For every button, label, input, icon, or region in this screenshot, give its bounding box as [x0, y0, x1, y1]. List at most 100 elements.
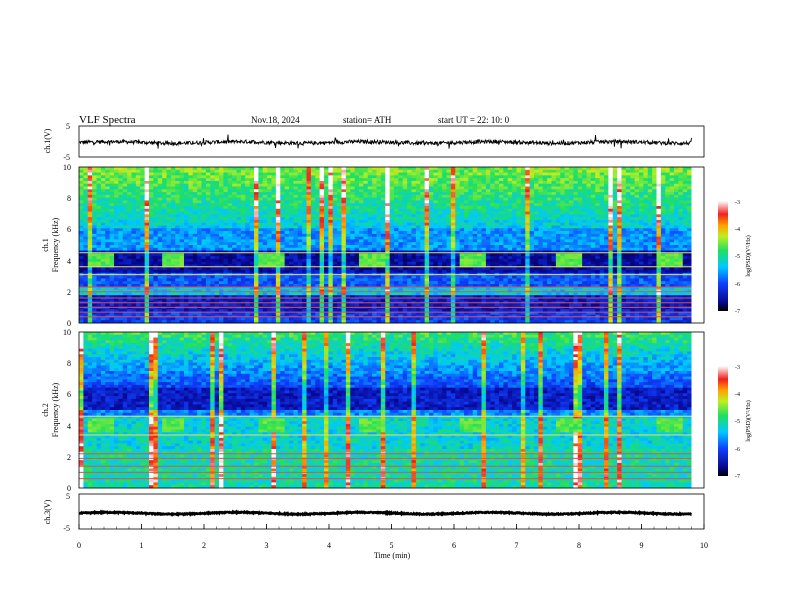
spectrogram-cell	[170, 250, 176, 254]
spectrogram-cell	[162, 228, 167, 232]
spectrogram-cell	[411, 208, 417, 212]
spectrogram-cell	[192, 261, 198, 265]
spectrogram-cell	[608, 180, 614, 185]
spectrogram-cell	[499, 178, 504, 182]
spectrogram-cell	[647, 228, 653, 232]
spectrogram-cell	[105, 180, 111, 185]
spectrogram-cell	[402, 192, 408, 196]
spectrogram-cell	[450, 180, 456, 185]
spectrogram-cell	[385, 253, 391, 257]
spectrogram-cell	[608, 189, 614, 193]
spectrogram-cell	[227, 211, 233, 215]
spectrogram-cell	[608, 250, 614, 254]
spectrogram-cell	[236, 180, 242, 185]
spectrogram-cell	[249, 236, 255, 240]
spectrogram-cell	[547, 169, 552, 173]
spectrogram-cell	[140, 228, 146, 232]
spectrogram-cell	[499, 214, 504, 218]
spectrogram-cell	[634, 175, 640, 179]
spectrogram-cell	[105, 245, 111, 249]
spectrogram-cell	[367, 194, 373, 199]
spectrogram-cell	[687, 228, 692, 232]
spectrogram-cell	[337, 206, 342, 210]
spectrogram-cell	[280, 228, 286, 232]
spectrogram-cell	[201, 192, 207, 196]
spectrogram-cell	[538, 250, 544, 254]
spectrogram-cell	[660, 225, 666, 229]
spectrogram-cell	[464, 239, 469, 243]
spectrogram-cell	[284, 169, 290, 173]
spectrogram-cell	[551, 197, 557, 201]
spectrogram-cell	[499, 247, 504, 251]
spectrogram-cell	[258, 258, 264, 263]
spectrogram-cell	[205, 175, 211, 179]
spectrogram-cell	[477, 178, 482, 182]
spectrogram-cell	[324, 219, 329, 224]
spectrogram-cell	[363, 206, 369, 210]
spectrogram-cell	[210, 208, 216, 212]
spectrogram-cell	[639, 233, 644, 238]
spectrogram-cell	[254, 208, 259, 212]
spectrogram-cell	[219, 231, 224, 235]
spectrogram-cell	[630, 183, 636, 187]
spectrogram-cell	[315, 183, 321, 187]
spectrogram-cell	[170, 264, 176, 268]
spectrogram-cell	[573, 231, 579, 235]
spectrogram-cell	[534, 231, 539, 235]
spectrogram-cell	[157, 167, 163, 171]
spectrogram-cell	[647, 256, 653, 260]
spectrogram-cell	[569, 172, 574, 176]
spectrogram-cell	[249, 242, 255, 246]
spectrogram-cell	[429, 180, 434, 185]
spectrogram-cell	[223, 225, 229, 229]
spectrogram-cell	[669, 214, 675, 218]
spectrogram-cell	[92, 222, 97, 226]
spectrogram-cell	[682, 214, 688, 218]
spectrogram-cell	[223, 200, 229, 204]
spectrogram-cell	[442, 186, 447, 190]
spectrogram-cell	[398, 200, 404, 204]
spectrogram-cell	[555, 178, 561, 182]
spectrogram-cell	[494, 203, 500, 207]
spectrogram-cell	[621, 200, 627, 204]
spectrogram-cell	[214, 245, 220, 249]
spectrogram-cell	[472, 217, 478, 221]
spectrogram-cell	[271, 175, 277, 179]
spectrogram-cell	[109, 228, 115, 232]
spectrogram-cell	[297, 206, 303, 210]
spectrogram-cell	[175, 192, 181, 196]
spectrogram-cell	[534, 194, 539, 199]
spectrogram-cell	[617, 225, 622, 229]
spectrogram-cell	[394, 225, 399, 229]
spectrogram-cell	[573, 236, 579, 240]
spectrogram-cell	[245, 211, 251, 215]
spectrogram-cell	[135, 247, 141, 251]
spectrogram-cell	[499, 192, 504, 196]
spectrogram-cell	[389, 180, 395, 185]
spectrogram-cell	[157, 228, 163, 232]
spectrogram-cell	[538, 194, 544, 199]
spectrogram-cell	[398, 208, 404, 212]
spectrogram-cell	[538, 183, 544, 187]
spectrogram-cell	[499, 250, 504, 254]
spectrogram-cell	[639, 211, 644, 215]
spectrogram-cell	[674, 183, 679, 187]
spectrogram-cell	[210, 178, 216, 182]
spectrogram-cell	[122, 239, 128, 243]
spectrogram-cell	[192, 167, 198, 171]
spectrogram-cell	[485, 211, 491, 215]
spectrogram-cell	[669, 189, 675, 193]
spectrogram-cell	[512, 233, 517, 238]
spectrogram-cell	[450, 245, 456, 249]
spectrogram-cell	[520, 167, 526, 171]
spectrogram-cell	[394, 172, 399, 176]
spectrogram-cell	[359, 219, 364, 224]
spectrogram-cell	[289, 261, 294, 265]
spectrogram-cell	[319, 208, 325, 212]
spectrogram-cell	[573, 233, 579, 238]
spectrogram-cell	[197, 208, 202, 212]
spectrogram-cell	[140, 222, 146, 226]
spectrogram-cell	[254, 242, 259, 246]
spectrogram-cell	[214, 222, 220, 226]
spectrogram-cell	[367, 250, 373, 254]
